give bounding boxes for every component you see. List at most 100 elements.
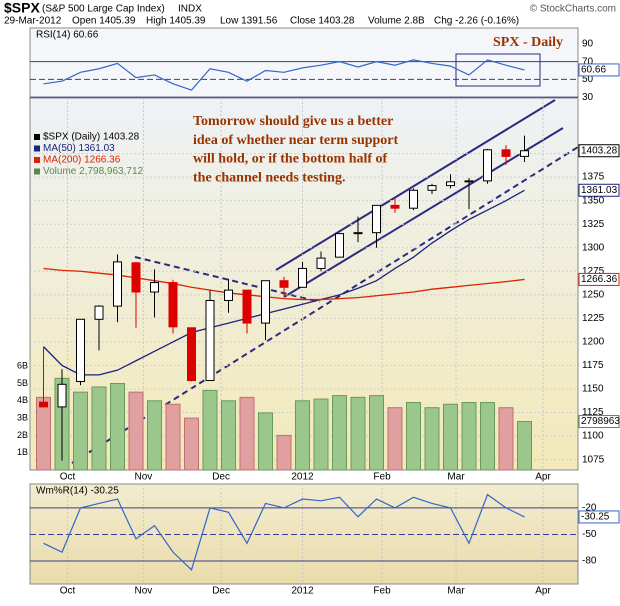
candle-body [150, 282, 159, 293]
date: 29-Mar-2012 [4, 16, 62, 27]
channel-mid [283, 127, 564, 298]
candle-body [409, 189, 418, 209]
moving-average [43, 189, 525, 376]
volume-bar [350, 396, 366, 471]
value-tag-bg [578, 183, 620, 197]
volume-tick-label: 6B [17, 361, 28, 371]
y-tick-label: 1350 [582, 195, 605, 206]
high: High 1405.39 [146, 16, 206, 27]
y-tick-label: 1300 [582, 242, 605, 253]
volume-bar [276, 434, 292, 471]
volume-bar [332, 395, 347, 471]
panel-title: RSI(14) 60.66 [36, 30, 99, 41]
value-tag: 1403.28 [581, 145, 618, 156]
y-tick-label: 1100 [582, 431, 604, 442]
candle-body [187, 327, 196, 382]
copyright: © StockCharts.com [530, 4, 616, 15]
volume-bar [461, 402, 477, 471]
legend-label: $SPX (Daily) 1403.28 [43, 132, 140, 143]
volume-bar [387, 407, 403, 471]
candle-body [446, 181, 455, 187]
candle-body [372, 204, 381, 234]
volume-bar [258, 412, 273, 471]
y-tick-label: -50 [582, 529, 597, 540]
low: Low 1391.56 [220, 16, 278, 27]
y-tick-label: 1275 [582, 266, 605, 277]
volume-bar [36, 396, 51, 471]
close: Close 1403.28 [290, 16, 355, 27]
volume-bar [91, 386, 107, 471]
value-tag: 60.66 [581, 65, 606, 76]
legend-label: MA(200) 1266.36 [43, 155, 121, 166]
volume-bar [480, 402, 495, 471]
legend-swatch [34, 145, 40, 152]
panel-title: Wm%R(14) -30.25 [36, 486, 119, 497]
header: $SPX (S&P 500 Large Cap Index) INDX © St… [4, 0, 616, 27]
value-tag-bg [578, 272, 620, 286]
y-tick-label: -80 [582, 556, 597, 567]
volume-bar [165, 403, 181, 471]
candle-body [464, 180, 474, 183]
volume-bar [184, 417, 199, 471]
candle-body [39, 401, 48, 408]
volume-bar [239, 396, 255, 471]
y-tick-label: 1125 [582, 407, 604, 418]
highlight-box [455, 53, 541, 87]
annotation: Tomorrow should give us a better [193, 114, 393, 129]
volume-bar [221, 400, 236, 471]
y-tick-label: 1225 [582, 313, 605, 324]
candle-body [390, 204, 400, 209]
x-tick-label: Nov [135, 586, 153, 597]
volume-bar [295, 400, 310, 471]
volume-tick-label: 4B [17, 395, 28, 405]
candle-body [57, 383, 67, 408]
indicator-line [43, 59, 525, 91]
volume-bar [443, 403, 458, 471]
x-tick-label: Oct [60, 586, 76, 597]
trendlines [71, 53, 579, 464]
candle-body [483, 149, 492, 182]
volume-bar [128, 391, 144, 471]
annotation: idea of whether near term support [193, 133, 399, 148]
x-tick-label: Feb [373, 472, 391, 483]
value-tag: 2798963 [581, 416, 620, 427]
y-tick-label: 70 [582, 56, 594, 67]
y-tick-label: 90 [582, 39, 594, 50]
value-tag-bg [578, 63, 620, 77]
x-tick-label: 2012 [291, 472, 314, 483]
y-tick-label: 1175 [582, 360, 604, 371]
x-tick-label: Mar [447, 586, 465, 597]
volume: Volume 2.8B [368, 16, 425, 27]
volume-bar [202, 389, 218, 471]
candle-body [335, 233, 344, 258]
x-tick-label: Oct [60, 472, 76, 483]
volume-tick-label: 2B [17, 430, 28, 440]
y-tick-label: 30 [582, 92, 594, 103]
indicator-line [43, 493, 525, 571]
moving-average [43, 267, 525, 301]
index-name: (S&P 500 Large Cap Index) [42, 4, 165, 15]
y-tick-label: 1200 [582, 337, 605, 348]
volume-tick-label: 3B [17, 412, 28, 422]
y-tick-label: 1325 [582, 219, 605, 230]
x-tick-label: Apr [535, 472, 551, 483]
candle-body [520, 150, 529, 157]
y-tick-label: 1075 [582, 454, 605, 465]
value-tag-bg [578, 415, 620, 429]
volume-bar [147, 400, 162, 471]
candle-body [353, 232, 363, 235]
y-tick-label: 50 [582, 74, 594, 85]
volume-bar [110, 382, 125, 471]
value-tag-bg [578, 510, 620, 524]
value-tag: 1266.36 [581, 274, 618, 285]
value-tag: -30.25 [581, 512, 610, 523]
value-tag: 1361.03 [581, 185, 618, 196]
annotation: will hold, or if the bottom half of [193, 152, 388, 167]
candle-body [279, 280, 289, 288]
volume-bar [424, 407, 440, 471]
y-tick-label: 1250 [582, 289, 605, 300]
legend-swatch [34, 134, 40, 140]
candle-body [261, 280, 270, 324]
volume-bar [313, 398, 329, 471]
